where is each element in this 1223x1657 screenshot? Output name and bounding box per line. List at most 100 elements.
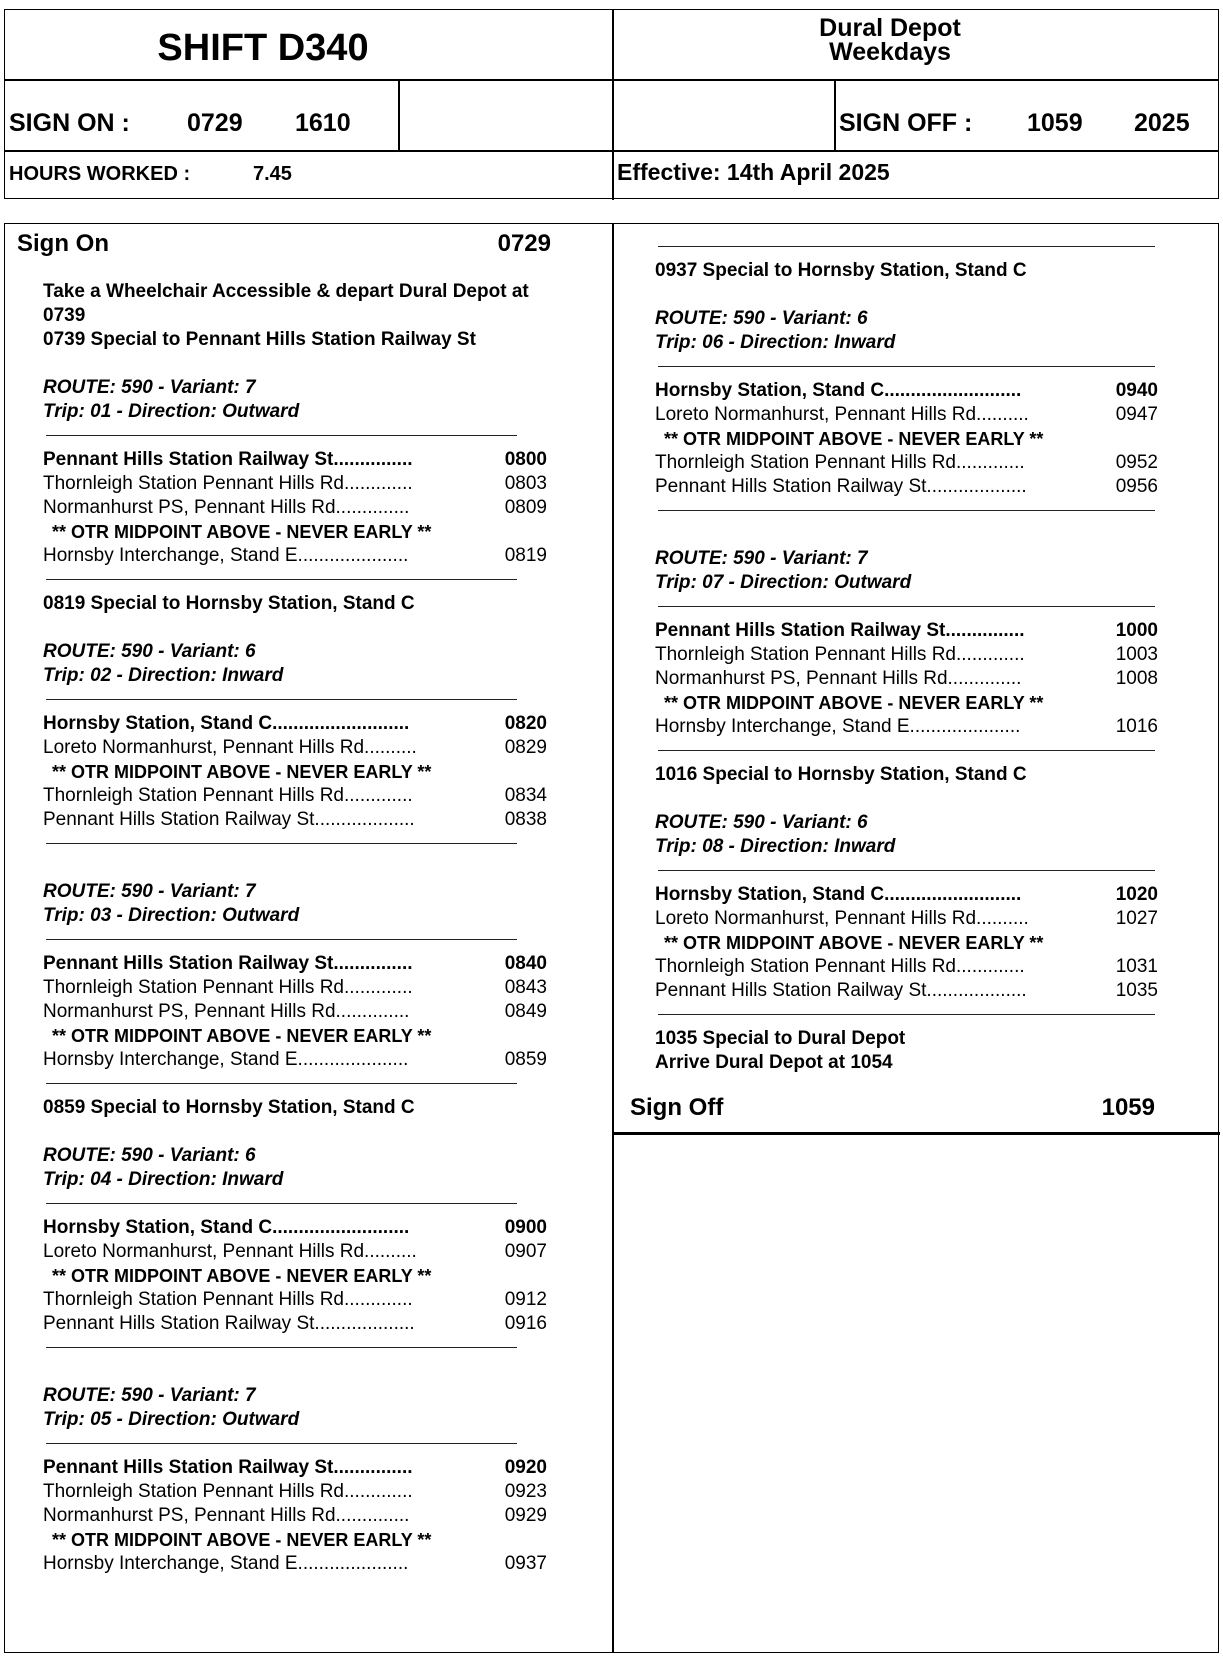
timing-point-row: Normanhurst PS, Pennant Hills Rd........… <box>43 1000 547 1024</box>
sign-off-time: 1059 <box>1101 1094 1155 1121</box>
timing-point-row: Hornsby Station, Stand C................… <box>655 883 1158 907</box>
timing-point-row: Hornsby Interchange, Stand E............… <box>655 715 1158 739</box>
section-rule <box>46 1072 517 1096</box>
route-info: Trip: 08 - Direction: Inward <box>655 836 896 857</box>
instruction-text: 1035 Special to Dural Depot <box>655 1028 906 1049</box>
blank-line <box>17 616 547 640</box>
stop-name: Thornleigh Station Pennant Hills Rd.....… <box>655 956 1025 977</box>
section-rule <box>658 355 1155 379</box>
stop-name: Pennant Hills Station Railway St........… <box>43 1457 413 1478</box>
route-info: ROUTE: 590 - Variant: 7 <box>655 548 868 569</box>
shift-title: SHIFT D340 <box>157 27 369 69</box>
stop-name: Loreto Normanhurst, Pennant Hills Rd....… <box>43 1241 417 1262</box>
otr-midpoint-note: ** OTR MIDPOINT ABOVE - NEVER EARLY ** <box>52 1530 432 1550</box>
stop-time: 1000 <box>1115 620 1158 641</box>
stop-time: 0809 <box>504 497 547 518</box>
spacer <box>17 258 547 280</box>
timing-point-row: Hornsby Station, Stand C................… <box>43 712 547 736</box>
sign-on-time-1: 0729 <box>187 109 243 137</box>
instruction-text: 0739 Special to Pennant Hills Station Ra… <box>43 329 476 350</box>
route-info: Trip: 07 - Direction: Outward <box>655 572 912 593</box>
section-rule <box>46 928 517 952</box>
instruction-text: 0739 <box>43 305 86 326</box>
section-rule <box>658 859 1155 883</box>
blank-line <box>17 1120 547 1144</box>
timing-point-row: Hornsby Station, Stand C................… <box>655 379 1158 403</box>
timing-point-row: Pennant Hills Station Railway St........… <box>43 952 547 976</box>
stop-name: Thornleigh Station Pennant Hills Rd.....… <box>43 977 413 998</box>
timing-point-row: Thornleigh Station Pennant Hills Rd.....… <box>43 1480 547 1504</box>
stop-time: 0916 <box>504 1313 547 1334</box>
stop-name: Normanhurst PS, Pennant Hills Rd........… <box>43 1001 410 1022</box>
stop-time: 0819 <box>504 545 547 566</box>
divider <box>612 150 614 200</box>
stop-time: 0937 <box>504 1553 547 1574</box>
stop-time: 0859 <box>504 1049 547 1070</box>
divider <box>5 79 1218 81</box>
stop-name: Hornsby Interchange, Stand E............… <box>43 1553 409 1574</box>
timing-point-row: Pennant Hills Station Railway St........… <box>655 619 1158 643</box>
timing-point-row: Pennant Hills Station Railway St........… <box>43 1312 547 1336</box>
timing-point-row: Thornleigh Station Pennant Hills Rd.....… <box>43 1288 547 1312</box>
blank-line <box>17 856 547 880</box>
instruction-text: Arrive Dural Depot at 1054 <box>655 1052 893 1073</box>
sign-on-label: Sign On <box>17 230 109 257</box>
section-rule <box>658 235 1155 259</box>
stop-name: Thornleigh Station Pennant Hills Rd.....… <box>43 785 413 806</box>
section-rule <box>46 1192 517 1216</box>
stop-time: 0820 <box>504 713 547 734</box>
stop-time: 0947 <box>1115 404 1158 425</box>
otr-midpoint-note: ** OTR MIDPOINT ABOVE - NEVER EARLY ** <box>52 1266 432 1286</box>
stop-time: 0912 <box>504 1289 547 1310</box>
route-info: Trip: 04 - Direction: Inward <box>43 1169 284 1190</box>
stop-name: Pennant Hills Station Railway St........… <box>43 1313 415 1334</box>
section-rule <box>658 1003 1155 1027</box>
stop-name: Loreto Normanhurst, Pennant Hills Rd....… <box>655 404 1029 425</box>
stop-time: 0920 <box>504 1457 547 1478</box>
section-rule <box>46 424 517 448</box>
route-info: ROUTE: 590 - Variant: 6 <box>655 308 868 329</box>
timing-point-row: Hornsby Interchange, Stand E............… <box>43 1552 547 1576</box>
divider <box>834 79 836 151</box>
stop-name: Thornleigh Station Pennant Hills Rd.....… <box>655 452 1025 473</box>
otr-midpoint-note: ** OTR MIDPOINT ABOVE - NEVER EARLY ** <box>52 1026 432 1046</box>
timing-point-row: Pennant Hills Station Railway St........… <box>43 808 547 832</box>
stop-time: 0929 <box>504 1505 547 1526</box>
stop-time: 0829 <box>504 737 547 758</box>
stop-name: Loreto Normanhurst, Pennant Hills Rd....… <box>43 737 417 758</box>
sign-off-time-1: 1059 <box>1027 109 1083 137</box>
sign-off-time-2: 2025 <box>1134 109 1190 137</box>
divider <box>612 10 614 151</box>
stop-name: Hornsby Station, Stand C................… <box>43 1217 410 1238</box>
instruction-text: Take a Wheelchair Accessible & depart Du… <box>43 281 529 302</box>
left-column: Sign On 0729 Take a Wheelchair Accessible … <box>17 224 551 1576</box>
instruction-text: 0859 Special to Hornsby Station, Stand C <box>43 1097 415 1118</box>
route-info: ROUTE: 590 - Variant: 6 <box>43 1145 256 1166</box>
timing-point-row: Thornleigh Station Pennant Hills Rd.....… <box>43 976 547 1000</box>
stop-time: 0900 <box>504 1217 547 1238</box>
timing-point-row: Normanhurst PS, Pennant Hills Rd........… <box>655 667 1158 691</box>
stop-name: Hornsby Station, Stand C................… <box>655 884 1022 905</box>
route-info: ROUTE: 590 - Variant: 7 <box>43 377 256 398</box>
stop-time: 0952 <box>1115 452 1158 473</box>
stop-time: 0834 <box>504 785 547 806</box>
instruction-text: 0937 Special to Hornsby Station, Stand C <box>655 260 1027 281</box>
stop-name: Hornsby Interchange, Stand E............… <box>43 545 409 566</box>
timing-point-row: Loreto Normanhurst, Pennant Hills Rd....… <box>655 403 1158 427</box>
stop-time: 1027 <box>1115 908 1158 929</box>
route-info: Trip: 02 - Direction: Inward <box>43 665 284 686</box>
sign-on-time-2: 1610 <box>295 109 351 137</box>
stop-time: 1020 <box>1115 884 1158 905</box>
stop-name: Hornsby Interchange, Stand E............… <box>655 716 1021 737</box>
timing-point-row: Pennant Hills Station Railway St........… <box>655 475 1158 499</box>
shift-header-table: SHIFT D340 Dural Depot Weekdays SIGN ON … <box>4 9 1219 200</box>
stop-name: Pennant Hills Station Railway St........… <box>655 476 1027 497</box>
stop-time: 0923 <box>504 1481 547 1502</box>
section-rule <box>46 688 517 712</box>
divider <box>5 150 1218 152</box>
timing-point-row: Thornleigh Station Pennant Hills Rd.....… <box>43 472 547 496</box>
stop-name: Thornleigh Station Pennant Hills Rd.....… <box>43 1289 413 1310</box>
route-info: ROUTE: 590 - Variant: 6 <box>43 641 256 662</box>
section-rule <box>658 739 1155 763</box>
blank-line <box>17 352 547 376</box>
